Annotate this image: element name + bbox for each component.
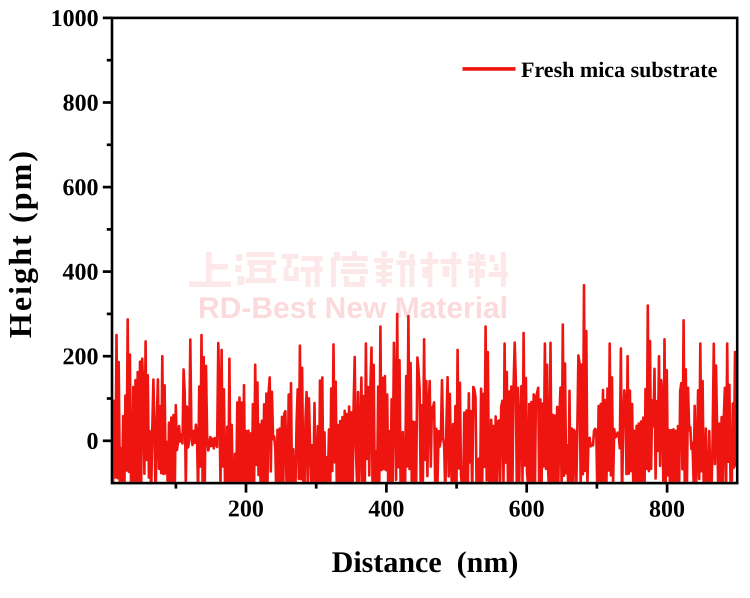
svg-text:400: 400: [368, 496, 404, 522]
svg-text:200: 200: [228, 496, 264, 522]
svg-text:Fresh mica substrate: Fresh mica substrate: [521, 57, 718, 82]
svg-text:1000: 1000: [51, 6, 99, 32]
svg-text:600: 600: [509, 497, 545, 523]
svg-text:Distance (nm): Distance (nm): [332, 546, 519, 579]
svg-text:800: 800: [649, 497, 685, 523]
svg-text:400: 400: [63, 260, 99, 286]
svg-text:800: 800: [63, 91, 99, 117]
svg-text:200: 200: [62, 344, 98, 370]
svg-text:600: 600: [63, 175, 99, 201]
svg-text:Height (pm): Height (pm): [2, 149, 39, 338]
svg-text:RD-Best New Material: RD-Best New Material: [198, 292, 508, 325]
svg-text:0: 0: [86, 429, 98, 455]
